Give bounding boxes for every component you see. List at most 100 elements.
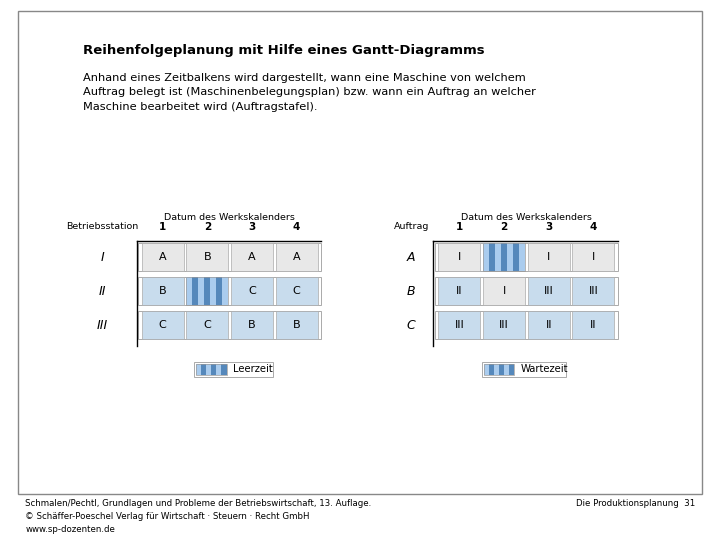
Bar bbox=[499, 364, 504, 375]
Point bbox=[429, 238, 438, 245]
Bar bbox=[484, 364, 514, 375]
Text: Betriebsstation: Betriebsstation bbox=[66, 222, 139, 231]
Point bbox=[132, 238, 141, 245]
Bar bbox=[483, 310, 525, 339]
Bar bbox=[204, 276, 210, 305]
Bar bbox=[138, 276, 321, 305]
Bar bbox=[217, 364, 222, 375]
Bar bbox=[186, 242, 228, 271]
Text: II: II bbox=[99, 285, 107, 298]
Bar bbox=[438, 242, 480, 271]
Text: I: I bbox=[503, 286, 505, 296]
Point bbox=[132, 343, 141, 349]
Bar bbox=[528, 310, 570, 339]
Bar bbox=[483, 276, 525, 305]
Bar bbox=[572, 276, 614, 305]
Bar bbox=[210, 276, 216, 305]
Text: III: III bbox=[544, 286, 554, 296]
Bar bbox=[194, 362, 274, 377]
Bar bbox=[18, 11, 702, 494]
Text: Leerzeit: Leerzeit bbox=[233, 364, 273, 374]
Bar bbox=[483, 242, 489, 271]
Bar bbox=[192, 276, 199, 305]
Text: B: B bbox=[293, 320, 300, 330]
Text: C: C bbox=[159, 320, 166, 330]
Text: Anhand eines Zeitbalkens wird dargestellt, wann eine Maschine von welchem
Auftra: Anhand eines Zeitbalkens wird dargestell… bbox=[83, 73, 536, 112]
Bar bbox=[231, 276, 273, 305]
Bar bbox=[501, 242, 507, 271]
Bar bbox=[276, 310, 318, 339]
Bar bbox=[513, 242, 519, 271]
Text: 3: 3 bbox=[545, 222, 552, 232]
Text: 2: 2 bbox=[500, 222, 508, 232]
Point bbox=[613, 238, 622, 245]
Bar bbox=[186, 276, 192, 305]
Point bbox=[317, 238, 325, 245]
Bar bbox=[438, 310, 480, 339]
Text: 1: 1 bbox=[456, 222, 463, 232]
Point bbox=[429, 343, 438, 349]
Bar bbox=[222, 276, 228, 305]
Bar bbox=[142, 310, 184, 339]
Text: Wartezeit: Wartezeit bbox=[521, 364, 568, 374]
Text: I: I bbox=[101, 251, 104, 264]
Bar bbox=[482, 362, 566, 377]
Bar bbox=[489, 242, 495, 271]
Bar bbox=[528, 242, 570, 271]
Text: III: III bbox=[454, 320, 464, 330]
Bar bbox=[231, 242, 273, 271]
Bar bbox=[186, 310, 228, 339]
Text: A: A bbox=[248, 252, 256, 262]
Bar bbox=[276, 242, 318, 271]
Text: Auftrag: Auftrag bbox=[393, 222, 429, 231]
Text: III: III bbox=[499, 320, 509, 330]
Bar bbox=[435, 276, 618, 305]
Text: 3: 3 bbox=[248, 222, 256, 232]
Text: B: B bbox=[204, 252, 211, 262]
Bar bbox=[212, 364, 217, 375]
Bar bbox=[495, 242, 501, 271]
Text: B: B bbox=[159, 286, 166, 296]
Bar bbox=[507, 242, 513, 271]
Bar bbox=[197, 364, 202, 375]
Bar bbox=[138, 310, 321, 339]
Bar bbox=[519, 242, 525, 271]
Point bbox=[132, 238, 141, 245]
Text: 1: 1 bbox=[159, 222, 166, 232]
Text: C: C bbox=[293, 286, 300, 296]
Text: Datum des Werkskalenders: Datum des Werkskalenders bbox=[164, 213, 295, 222]
Text: A: A bbox=[293, 252, 300, 262]
Bar bbox=[202, 364, 207, 375]
Bar bbox=[572, 242, 614, 271]
Text: III: III bbox=[97, 319, 108, 332]
Text: Reihenfolgeplanung mit Hilfe eines Gantt-Diagramms: Reihenfolgeplanung mit Hilfe eines Gantt… bbox=[83, 44, 485, 57]
Bar bbox=[197, 364, 227, 375]
Bar bbox=[528, 276, 570, 305]
Text: B: B bbox=[407, 285, 415, 298]
Bar bbox=[142, 276, 184, 305]
Text: A: A bbox=[159, 252, 166, 262]
Text: 4: 4 bbox=[590, 222, 597, 232]
Bar bbox=[494, 364, 499, 375]
Bar bbox=[489, 364, 494, 375]
Text: 2: 2 bbox=[204, 222, 211, 232]
Bar bbox=[483, 242, 525, 271]
Bar bbox=[435, 310, 618, 339]
Bar bbox=[199, 276, 204, 305]
Text: B: B bbox=[248, 320, 256, 330]
Text: II: II bbox=[590, 320, 597, 330]
Bar bbox=[483, 242, 525, 271]
Bar bbox=[572, 310, 614, 339]
Text: Schmalen/Pechtl, Grundlagen und Probleme der Betriebswirtschaft, 13. Auflage.
© : Schmalen/Pechtl, Grundlagen und Probleme… bbox=[25, 500, 372, 534]
Text: A: A bbox=[407, 251, 415, 264]
Text: C: C bbox=[204, 320, 211, 330]
Bar bbox=[186, 276, 228, 305]
Bar bbox=[207, 364, 212, 375]
Text: C: C bbox=[407, 319, 415, 332]
Bar bbox=[142, 242, 184, 271]
Bar bbox=[216, 276, 222, 305]
Bar bbox=[138, 242, 321, 271]
Bar bbox=[504, 364, 509, 375]
Text: I: I bbox=[547, 252, 550, 262]
Bar bbox=[231, 310, 273, 339]
